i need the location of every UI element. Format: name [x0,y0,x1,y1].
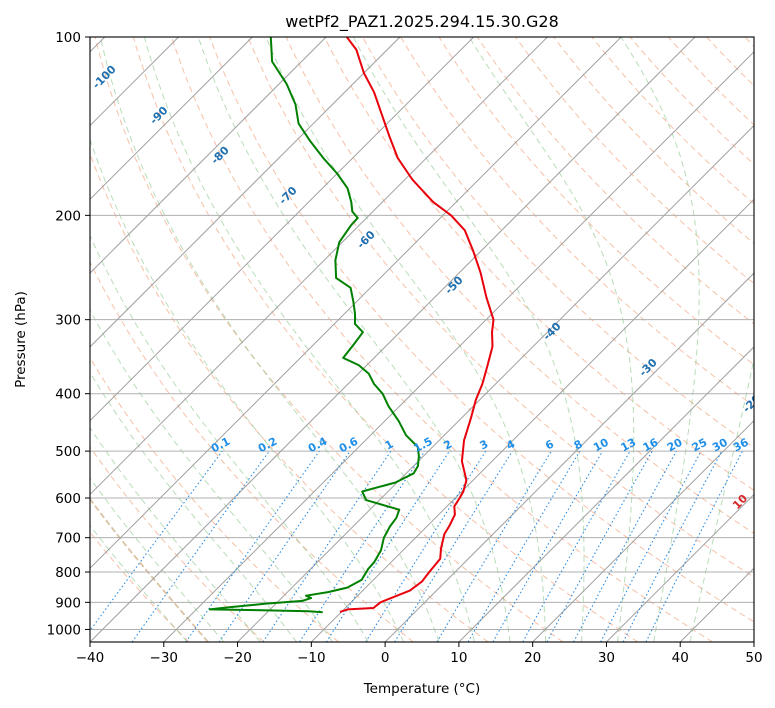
moist-adiabat [197,37,511,642]
mixing-ratio-label: 16 [641,436,661,455]
mixing-ratio-line [262,450,392,642]
isotherm-line [90,37,253,201]
y-axis-label: Pressure (hPa) [13,291,29,388]
isotherm-line [90,37,327,274]
mixing-ratio-line [218,450,351,642]
isotherm-line [532,419,754,642]
mixing-ratio-label: 36 [731,436,751,455]
isotherm-line [163,51,754,642]
dry-adiabat [323,37,754,491]
dry-adiabat [209,37,754,623]
mixing-ratio-label: 20 [665,436,685,455]
mixing-ratio-line [299,450,426,642]
moist-adiabat [99,37,440,642]
y-tick-label: 500 [55,444,81,460]
y-tick-label: 400 [55,387,81,403]
isotherm-line [237,124,754,642]
moist-adiabat [90,137,405,642]
mixing-ratio-label: 30 [710,436,730,455]
x-tick-label: −30 [150,650,179,666]
dry-adiabat [171,37,713,642]
mixing-ratio-line [546,450,653,642]
dry-adiabat [515,37,754,285]
reference-adiabat [90,497,209,642]
y-tick-label: 800 [55,565,81,581]
isotherm-line [90,37,401,348]
isotherm-line [384,272,754,642]
x-tick-label: 30 [598,650,615,666]
temperature-profile-line [339,37,495,613]
moist-adiabat [90,234,369,642]
dewpoint-profile-line [208,37,420,614]
moist-adiabat [90,477,225,642]
mixing-ratio-line [645,450,743,642]
mixing-ratio-label: 25 [690,436,710,455]
dry-adiabat [247,37,754,578]
mixing-ratio-line [394,450,513,642]
y-tick-label: 600 [55,491,81,507]
mixing-ratio-line [131,450,270,642]
x-tick-label: 50 [745,650,762,666]
y-tick-label: 200 [55,208,81,224]
dry-adiabat [438,37,754,366]
x-tick-label: −20 [223,650,252,666]
moist-adiabat [620,37,700,642]
mixing-ratio-line [522,450,631,642]
plot-area [90,37,754,642]
moist-adiabat [90,524,188,642]
y-tick-label: 700 [55,531,81,547]
plot-frame [89,36,755,643]
x-tick-label: −10 [297,650,326,666]
dry-adiabat [476,37,754,325]
y-tick-label: 300 [55,313,81,329]
mixing-ratio-line [573,450,677,642]
moist-adiabat [689,356,754,642]
isotherm-line [90,37,622,569]
moist-adiabat [90,371,297,642]
mixing-ratio-label: 10 [591,436,611,455]
isotherm-line [90,37,475,422]
isotherm-line [90,37,548,496]
mixing-ratio-label: 13 [619,436,639,455]
dry-adiabat [94,37,564,642]
isotherm-line [90,37,696,642]
moist-adiabat [353,37,585,642]
x-tick-label: 40 [672,650,689,666]
chart-title: wetPf2_PAZ1.2025.294.15.30.G28 [285,12,559,32]
isotherm-line [606,493,754,642]
dry-adiabat [90,356,339,642]
moist-adiabat [90,426,261,642]
y-tick-label: 900 [55,595,81,611]
x-tick-label: 0 [381,650,390,666]
mixing-ratio-line [90,450,223,632]
dry-adiabat [285,37,754,534]
dry-adiabat [90,446,265,642]
x-tick-label: 10 [450,650,467,666]
mixing-ratio-line [185,450,320,642]
dry-adiabat [90,260,414,642]
mixing-ratio-line [325,450,450,642]
x-tick-label: 20 [524,650,541,666]
moist-adiabat [143,37,475,642]
dry-adiabat [132,37,639,642]
moist-adiabat [265,37,547,642]
isotherm-line [310,198,754,642]
y-tick-label: 100 [55,30,81,46]
isotherm-line [458,346,754,642]
x-axis-label: Temperature (°C) [363,681,481,697]
y-tick-label: 1000 [47,622,81,638]
x-tick-label: −40 [76,650,105,666]
